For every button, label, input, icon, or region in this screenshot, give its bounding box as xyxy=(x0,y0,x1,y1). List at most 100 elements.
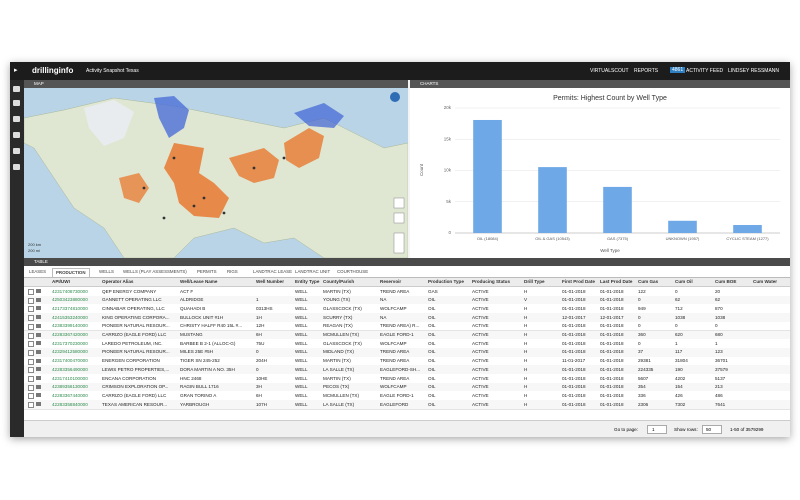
column-header[interactable]: Cum Gas xyxy=(638,279,659,284)
row-checkbox[interactable] xyxy=(28,367,34,374)
row-checkbox[interactable] xyxy=(28,315,34,322)
page-input[interactable]: 1 xyxy=(647,425,667,434)
table-cell: MCMULLEN (TX) xyxy=(323,332,359,337)
tab[interactable]: RIGS xyxy=(227,269,238,274)
row-icon[interactable] xyxy=(36,289,41,293)
column-header[interactable]: Drill Type xyxy=(524,279,545,284)
map[interactable]: 200 km 200 mi xyxy=(24,88,408,258)
column-header[interactable]: Cum BOE xyxy=(715,279,737,284)
column-header[interactable]: Operator Alias xyxy=(102,279,134,284)
row-icon[interactable] xyxy=(36,332,41,337)
column-header[interactable]: Cum Oil xyxy=(675,279,693,284)
tab[interactable]: COURTHOUSE xyxy=(337,269,369,274)
nav-link[interactable]: VIRTUALSCOUT xyxy=(590,68,629,74)
row-icon[interactable] xyxy=(36,384,41,389)
row-checkbox[interactable] xyxy=(28,358,34,365)
table-cell: 426 xyxy=(675,392,683,398)
row-checkbox[interactable] xyxy=(28,376,34,382)
column-header[interactable]: County/Parish xyxy=(323,279,355,284)
row-icon[interactable] xyxy=(36,402,41,407)
api-link[interactable]: 42283367420000 xyxy=(52,332,88,337)
nav-link[interactable]: REPORTS xyxy=(634,68,659,74)
api-link[interactable]: 42283356490000 xyxy=(52,366,88,372)
api-link[interactable]: 42173374810000 xyxy=(52,305,88,311)
table-cell: ACTIVE xyxy=(472,375,489,381)
row-checkbox[interactable] xyxy=(28,289,34,295)
row-icon[interactable] xyxy=(36,376,41,380)
rows-select[interactable]: 50 xyxy=(702,425,722,434)
tab[interactable]: WELLS xyxy=(99,269,114,274)
api-link[interactable]: 42317408730000 xyxy=(52,288,88,294)
table-row[interactable] xyxy=(24,400,790,410)
row-icon[interactable] xyxy=(36,341,41,346)
row-checkbox[interactable] xyxy=(28,306,34,313)
api-link[interactable]: 42389356130000 xyxy=(52,384,88,390)
tab[interactable]: LANDTRAC UNIT xyxy=(295,269,331,274)
column-header[interactable]: Producing Status xyxy=(472,279,511,284)
layers-icon[interactable] xyxy=(13,100,20,106)
table-cell: OIL xyxy=(428,297,436,303)
row-icon[interactable] xyxy=(36,349,41,354)
goto-label: Go to page: xyxy=(614,427,639,432)
row-icon[interactable] xyxy=(36,323,41,328)
workspace-name[interactable]: Activity Snapshot Texas xyxy=(86,68,139,74)
table-cell: PIONEER NATURAL RESOUR... xyxy=(102,349,170,355)
api-link[interactable]: 42383399140000 xyxy=(52,323,88,329)
row-checkbox[interactable] xyxy=(28,323,34,330)
column-header[interactable]: Production Type xyxy=(428,279,464,284)
row-icon[interactable] xyxy=(36,315,41,320)
table-cell: KING OPERATING CORPORA... xyxy=(102,314,170,320)
table-cell: 01-01-2018 xyxy=(562,305,586,311)
row-icon[interactable] xyxy=(36,306,41,311)
table-cell: CARRIZO (EAGLE FORD) LLC xyxy=(102,332,167,337)
table-cell: OIL xyxy=(428,332,436,337)
tab[interactable]: LANDTRAC LEASE xyxy=(253,269,293,274)
api-link[interactable]: 42283367440000 xyxy=(52,392,88,398)
row-icon[interactable] xyxy=(36,367,41,372)
row-checkbox[interactable] xyxy=(28,393,34,400)
chart-icon[interactable] xyxy=(13,132,20,138)
column-header[interactable]: Well/Lease Name xyxy=(180,279,218,284)
tab[interactable]: LEASES xyxy=(29,269,47,274)
logo[interactable]: drillinginfo xyxy=(32,66,74,75)
api-link[interactable]: 42317370230000 xyxy=(52,340,88,346)
row-checkbox[interactable] xyxy=(28,332,34,339)
top-bar: ▸ drillinginfo Activity Snapshot Texas V… xyxy=(10,62,790,80)
row-checkbox[interactable] xyxy=(28,341,34,348)
row-icon[interactable] xyxy=(36,393,41,398)
row-checkbox[interactable] xyxy=(28,297,34,304)
row-checkbox[interactable] xyxy=(28,384,34,391)
table-cell: TIGER SN 245-252 xyxy=(180,358,220,364)
table-cell: TREND AREA xyxy=(380,358,410,364)
pin-icon[interactable] xyxy=(13,116,20,122)
column-header[interactable]: First Prod Date xyxy=(562,279,595,284)
tab[interactable]: PERMITS xyxy=(197,269,217,274)
row-icon[interactable] xyxy=(36,297,41,302)
row-checkbox[interactable] xyxy=(28,349,34,356)
user-menu[interactable]: LINDSEY RESSMANN xyxy=(728,68,780,74)
api-link[interactable]: 42317400470000 xyxy=(52,358,88,364)
api-link[interactable]: 42317410100000 xyxy=(52,375,88,381)
column-header[interactable]: API/UWI xyxy=(52,279,70,284)
column-header[interactable]: Entity Type xyxy=(295,279,320,284)
row-checkbox[interactable] xyxy=(28,402,34,409)
row-icon[interactable] xyxy=(36,358,41,363)
column-header[interactable]: Last Prod Date xyxy=(600,279,633,284)
table-cell: H xyxy=(524,323,528,329)
table-cell: OIL xyxy=(428,340,436,346)
api-link[interactable]: 42329412580000 xyxy=(52,349,88,355)
activity-feed[interactable]: ACTIVITY FEED xyxy=(686,68,724,74)
api-link[interactable]: 42503423880000 xyxy=(52,297,88,303)
column-header[interactable]: Well Number xyxy=(256,279,284,284)
tab[interactable]: WELLS (PLAY ASSESSMENTS) xyxy=(123,269,187,274)
menu-icon[interactable]: ▸ xyxy=(14,67,18,74)
api-link[interactable]: 42415353240000 xyxy=(52,314,88,320)
tab[interactable]: PRODUCTION xyxy=(52,268,90,277)
list-icon[interactable] xyxy=(13,148,20,154)
column-header[interactable]: Cum Water xyxy=(753,279,778,284)
api-link[interactable]: 42283358840000 xyxy=(52,401,88,407)
search-icon[interactable] xyxy=(13,86,20,92)
export-icon[interactable] xyxy=(13,164,20,170)
table-cell: 01-01-2018 xyxy=(562,349,586,355)
column-header[interactable]: Reservoir xyxy=(380,279,402,284)
